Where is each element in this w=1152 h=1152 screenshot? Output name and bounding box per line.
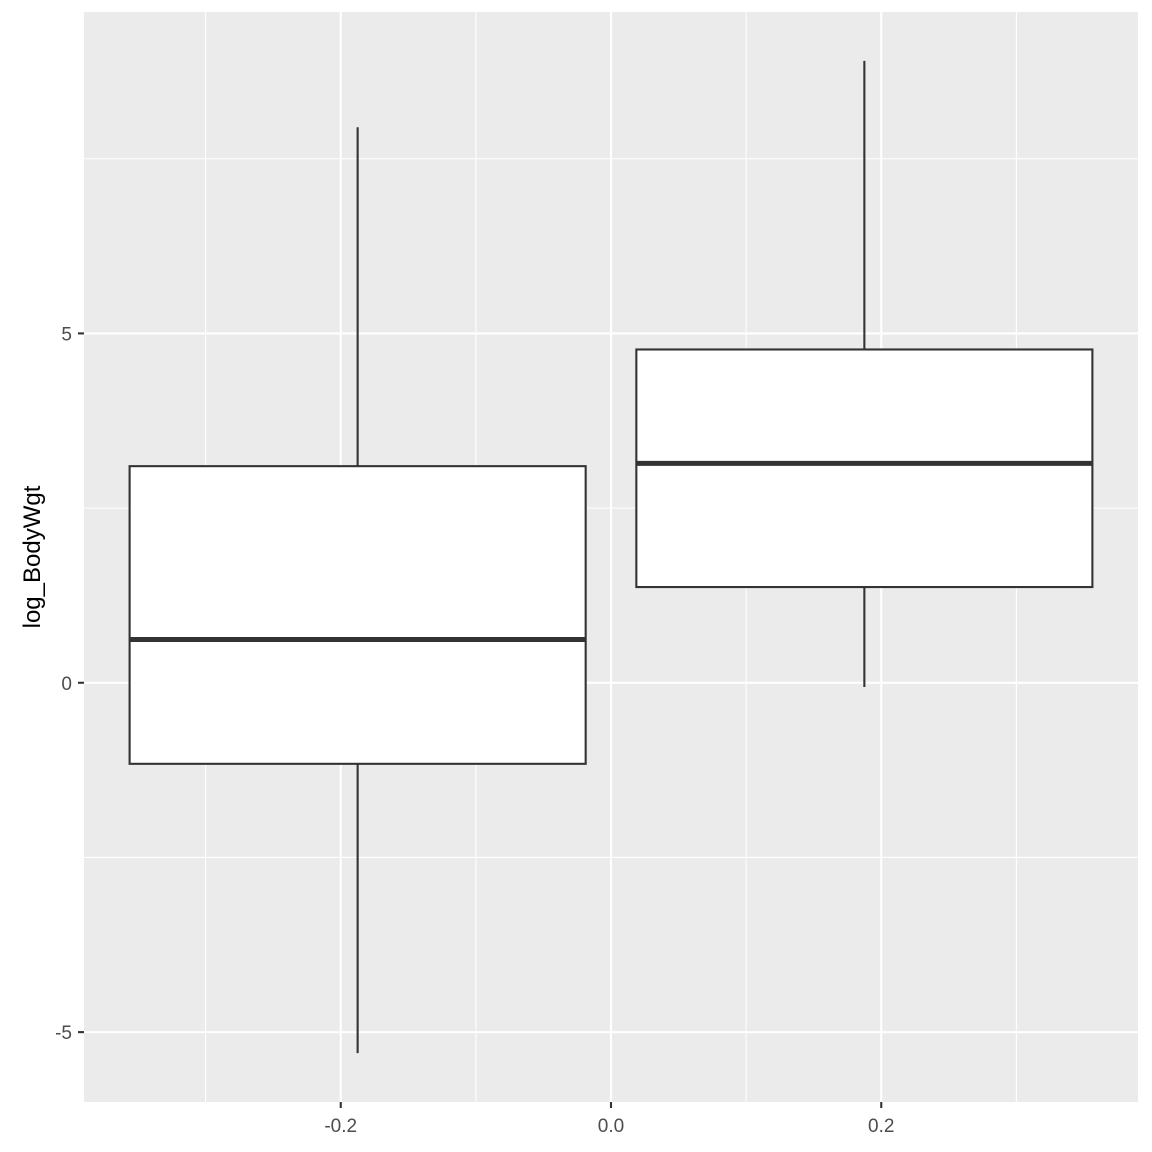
x-tick-label: 0.0 bbox=[598, 1116, 624, 1137]
x-tick-label: -0.2 bbox=[324, 1116, 357, 1137]
boxplots bbox=[128, 60, 1094, 1054]
y-axis-title: log_BodyWgt bbox=[19, 485, 46, 628]
box-2 bbox=[635, 348, 1094, 589]
x-tick-label: 0.2 bbox=[868, 1116, 894, 1137]
axes: -0.2 0.0 0.2 -5 0 5 bbox=[55, 324, 894, 1137]
y-tick-label: 5 bbox=[61, 324, 72, 345]
y-tick-label: 0 bbox=[61, 674, 72, 695]
y-tick-label: -5 bbox=[55, 1023, 72, 1044]
box-1 bbox=[128, 465, 587, 765]
